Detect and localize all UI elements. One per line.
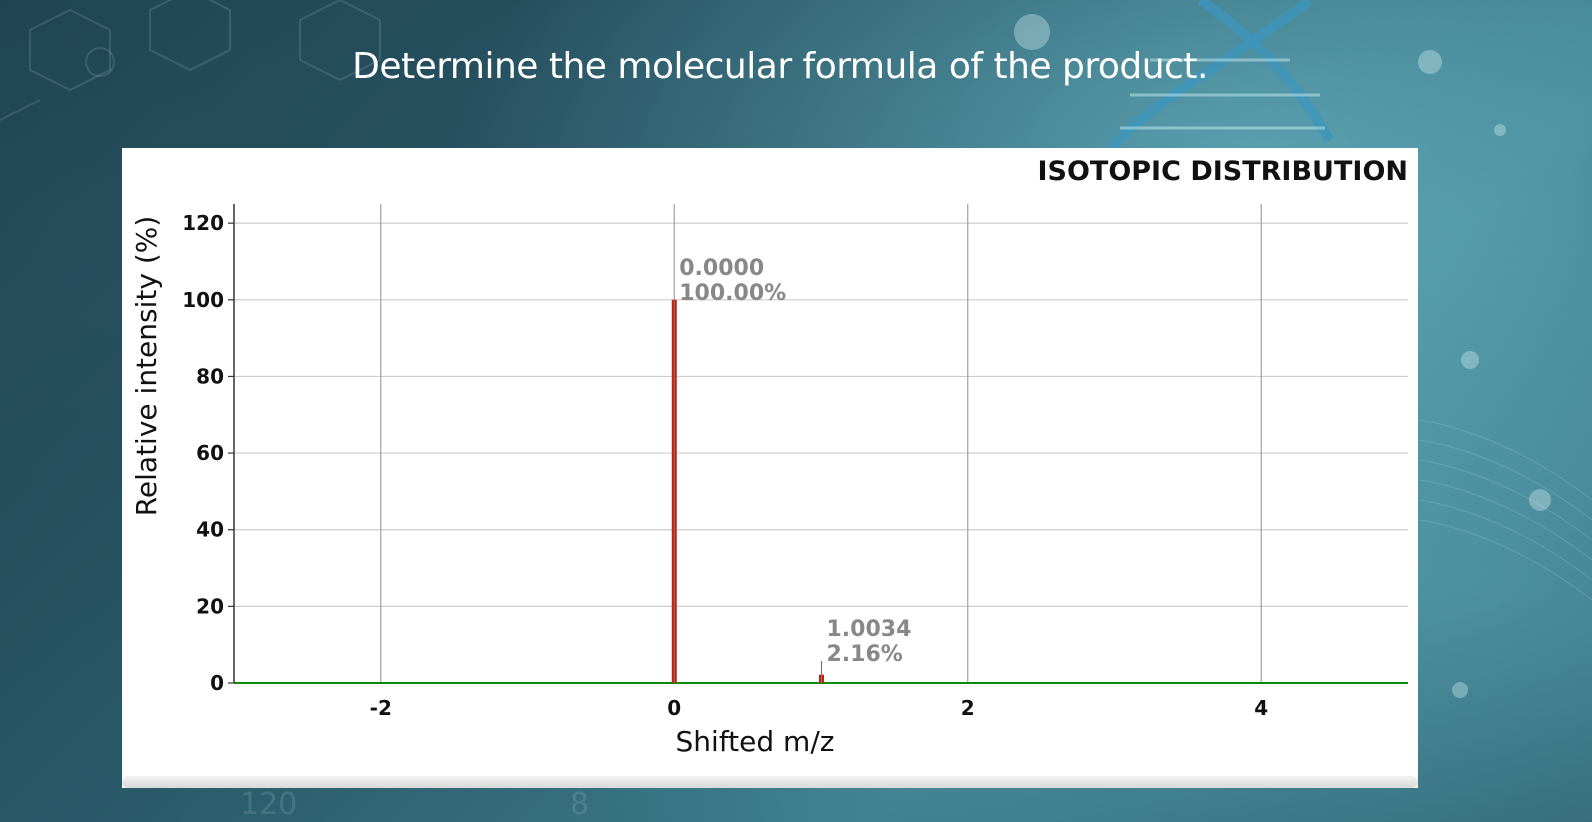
y-axis-title: Relative intensity (%)	[130, 216, 163, 517]
y-tick-label: 20	[196, 594, 224, 618]
y-tick-label: 100	[182, 288, 224, 312]
y-tick-label: 40	[196, 518, 224, 542]
chart-panel: 0 20 40 60 80 100 120 -2 0 2 4 0.0000 100.00% 1.0034…	[122, 148, 1418, 788]
svg-text:120: 120	[240, 787, 297, 822]
x-tick-label: 2	[961, 696, 975, 720]
x-tick-label: 0	[667, 696, 681, 720]
y-tick-label: 0	[210, 671, 224, 695]
chart-title: ISOTOPIC DISTRIBUTION	[1037, 156, 1408, 187]
y-tick-label: 60	[196, 441, 224, 465]
panel-scrollbar[interactable]	[122, 776, 1418, 788]
peak-mz-label: 1.0034	[826, 617, 911, 642]
svg-text:8: 8	[570, 787, 589, 822]
y-tick-label: 80	[196, 364, 224, 388]
x-tick-label: -2	[370, 696, 392, 720]
x-tick-label: 4	[1254, 696, 1268, 720]
question-heading: Determine the molecular formula of the p…	[352, 46, 1208, 87]
y-tick-label: 120	[182, 211, 224, 235]
peak-percent-label: 2.16%	[826, 642, 902, 667]
peak-mz-label: 0.0000	[679, 256, 764, 281]
tick-labels: 0 20 40 60 80 100 120 -2 0 2 4	[182, 211, 1268, 720]
x-axis-title: Shifted m/z	[676, 725, 835, 758]
grid	[228, 204, 1408, 684]
peak-percent-label: 100.00%	[679, 281, 786, 306]
